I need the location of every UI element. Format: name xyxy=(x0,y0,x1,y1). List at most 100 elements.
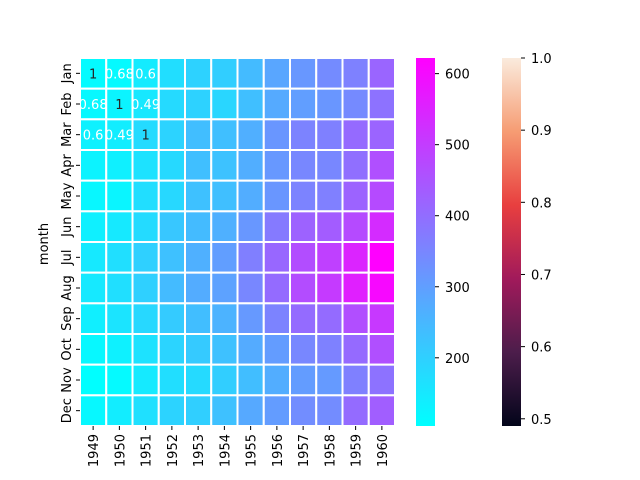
heatmap-cells xyxy=(79,57,396,428)
overlay-colorbar-tick-label: 1.0 xyxy=(531,52,552,67)
y-tick-labels: Jan Feb Mar Apr May Jun Jul Aug Sep Oct Nov Dec xyxy=(60,63,80,423)
heatmap-cell xyxy=(210,87,239,121)
heatmap-cell xyxy=(315,241,344,274)
heatmap-cell xyxy=(341,363,370,397)
heatmap-cell xyxy=(289,149,318,182)
colorbar-tick-label: 500 xyxy=(445,139,470,154)
colorbar-tick-label: 200 xyxy=(445,352,470,367)
y-tick-label: Jan xyxy=(60,63,75,84)
heatmap-cell xyxy=(184,394,213,428)
heatmap-cell xyxy=(157,271,186,305)
heatmap-cell xyxy=(79,179,108,213)
heatmap-cell xyxy=(262,241,291,274)
heatmap-cell xyxy=(289,333,318,366)
heatmap-cell xyxy=(210,271,239,305)
heatmap-cell xyxy=(289,241,318,274)
heatmap-cell xyxy=(315,363,344,397)
heatmap-cell xyxy=(157,333,186,366)
heatmap-cell xyxy=(131,394,160,428)
heatmap-cell xyxy=(315,333,344,366)
heatmap-cell xyxy=(367,394,396,428)
heatmap-cell xyxy=(289,57,318,90)
x-tick-label: 1953 xyxy=(192,434,207,467)
heatmap-cell xyxy=(367,149,396,182)
heatmap-cell xyxy=(210,210,239,243)
heatmap-cell xyxy=(315,118,344,152)
y-tick-label: Apr xyxy=(60,153,75,176)
heatmap-cell xyxy=(262,149,291,182)
heatmap-cell xyxy=(236,179,265,213)
heatmap-cell xyxy=(210,394,239,428)
heatmap-cell xyxy=(157,179,186,213)
x-tick-label: 1960 xyxy=(376,434,391,467)
heatmap-cell xyxy=(236,149,265,182)
overlay-colorbar-tick-label: 0.5 xyxy=(531,413,552,428)
heatmap-cell xyxy=(262,57,291,90)
heatmap-cell xyxy=(262,179,291,213)
cell-annotation: 0.6 xyxy=(83,129,104,144)
overlay-colorbar: 0.5 0.6 0.7 0.8 0.9 1.0 xyxy=(502,52,552,428)
cell-annotation: 0.68 xyxy=(79,98,108,113)
heatmap-cell xyxy=(262,333,291,366)
x-tick-label: 1956 xyxy=(271,434,286,467)
heatmap-cell xyxy=(341,87,370,121)
x-tick-label: 1954 xyxy=(218,434,233,467)
x-tick-label: 1952 xyxy=(166,434,181,467)
x-tick-label: 1949 xyxy=(87,434,102,467)
heatmap-cell xyxy=(79,241,108,274)
heatmap-cell xyxy=(105,149,134,182)
cell-annotation: 1 xyxy=(115,98,123,113)
overlay-colorbar-tick-label: 0.8 xyxy=(531,196,552,211)
heatmap-cell xyxy=(289,363,318,397)
heatmap-cell xyxy=(157,394,186,428)
heatmap-cell xyxy=(262,394,291,428)
heatmap-cell xyxy=(341,333,370,366)
heatmap-cell xyxy=(157,87,186,121)
cell-annotation: 1 xyxy=(141,129,149,144)
heatmap-cell xyxy=(367,179,396,213)
heatmap-cell xyxy=(210,241,239,274)
heatmap-cell xyxy=(105,271,134,305)
heatmap-cell xyxy=(184,241,213,274)
colorbar-tick-label: 600 xyxy=(445,68,470,83)
x-tick-label: 1955 xyxy=(245,434,260,467)
heatmap-cell xyxy=(184,271,213,305)
heatmap-cell xyxy=(131,302,160,336)
heatmap-cell xyxy=(131,271,160,305)
heatmap-cell xyxy=(157,363,186,397)
cell-annotation: 0.49 xyxy=(131,98,160,113)
heatmap-cell xyxy=(262,271,291,305)
heatmap-cell xyxy=(289,210,318,243)
heatmap-cell xyxy=(236,118,265,152)
heatmap-cell xyxy=(367,118,396,152)
heatmap-cell xyxy=(184,118,213,152)
colorbar-tick-label: 400 xyxy=(445,210,470,225)
heatmap-cell xyxy=(315,179,344,213)
main-colorbar: 200 300 400 500 600 xyxy=(416,58,470,426)
heatmap-cell xyxy=(105,302,134,336)
heatmap-cell xyxy=(79,302,108,336)
heatmap-cell xyxy=(341,179,370,213)
heatmap-cell xyxy=(236,271,265,305)
heatmap-cell xyxy=(210,179,239,213)
y-tick-label: Nov xyxy=(60,367,75,393)
heatmap-cell xyxy=(236,333,265,366)
heatmap-cell xyxy=(315,87,344,121)
heatmap-cell xyxy=(341,271,370,305)
heatmap-cell xyxy=(341,241,370,274)
heatmap-cell xyxy=(131,179,160,213)
x-tick-label: 1958 xyxy=(323,434,338,467)
heatmap-cell xyxy=(131,149,160,182)
heatmap-cell xyxy=(131,363,160,397)
heatmap-cell xyxy=(131,333,160,366)
heatmap-cell xyxy=(315,57,344,90)
heatmap-cell xyxy=(315,271,344,305)
heatmap-cell xyxy=(184,363,213,397)
heatmap-cell xyxy=(289,302,318,336)
heatmap-cell xyxy=(315,210,344,243)
heatmap-cell xyxy=(289,271,318,305)
heatmap-cell xyxy=(236,302,265,336)
heatmap-cell xyxy=(341,210,370,243)
x-tick-label: 1951 xyxy=(140,434,155,467)
